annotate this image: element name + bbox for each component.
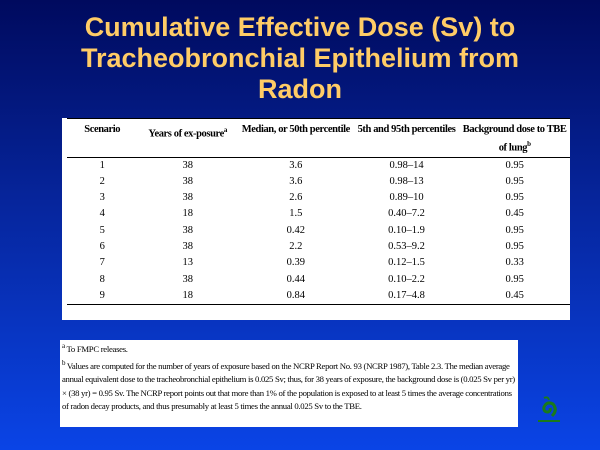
footnote-marker: a xyxy=(62,342,65,350)
table-row: 4 18 1.5 0.40–7.2 0.45 xyxy=(67,206,570,222)
table-cell: 0.95 xyxy=(505,192,524,204)
table-cell: 2.2 xyxy=(289,240,303,252)
table-cell: 5 xyxy=(99,224,105,236)
column-header: Median, or 50th percentile xyxy=(238,118,354,158)
footnote: b Values are computed for the number of … xyxy=(62,357,516,413)
table-cell: 7 xyxy=(99,257,105,269)
table-cell: 18 xyxy=(137,287,238,306)
header-label: Years of ex-posure xyxy=(148,128,224,140)
table-cell: 1.5 xyxy=(289,208,303,220)
column-header: Scenario xyxy=(67,118,138,158)
table-cell: 38 xyxy=(182,273,193,285)
table-cell: 38 xyxy=(182,224,193,236)
table-cell: 0.45 xyxy=(505,208,524,220)
table-cell: 0.98–14 xyxy=(389,159,424,171)
table-cell: 0.53–9.2 xyxy=(388,240,425,252)
table-cell: 38 xyxy=(182,240,193,252)
table-cell: 0.42 xyxy=(286,224,306,236)
header-label: Background dose to TBE of lung xyxy=(462,124,567,154)
table-cell: 2 xyxy=(99,175,105,187)
table-cell: 0.45 xyxy=(459,287,570,306)
table-row: 6 38 2.2 0.53–9.2 0.95 xyxy=(67,239,570,255)
table-cell: 0.95 xyxy=(505,240,524,252)
column-header: Background dose to TBE of lungb xyxy=(459,118,570,158)
table-cell: 0.33 xyxy=(505,257,524,269)
table-cell: 3.6 xyxy=(289,159,303,171)
table-row: 1 38 3.6 0.98–14 0.95 xyxy=(67,157,570,174)
table-cell: 0.89–10 xyxy=(389,192,424,204)
footnote-marker: b xyxy=(527,140,531,148)
footnote-marker: a xyxy=(223,126,228,134)
table-row: 2 38 3.6 0.98–13 0.95 xyxy=(67,174,570,190)
table-row: 7 13 0.39 0.12–1.5 0.33 xyxy=(67,255,570,271)
table-cell: 0.10–2.2 xyxy=(388,273,425,285)
table-cell: 0.40–7.2 xyxy=(388,208,425,220)
table-cell: 0.84 xyxy=(238,287,354,306)
table-row: 3 38 2.6 0.89–10 0.95 xyxy=(67,190,570,206)
column-header: 5th and 95th percentiles xyxy=(353,118,460,158)
header-label: Scenario xyxy=(84,124,121,135)
header-label: Median, or 50th percentile xyxy=(241,124,351,135)
footnote-text: To FMPC releases. xyxy=(66,343,128,354)
title-line: Radon xyxy=(258,74,342,104)
table-cell: 3.6 xyxy=(289,175,303,187)
table-cell: 3 xyxy=(99,192,105,204)
table-row: 9 18 0.84 0.17–4.8 0.45 xyxy=(67,287,570,306)
footnotes-panel: a To FMPC releases. b Values are computed… xyxy=(60,340,518,427)
dose-table: Scenario Years of ex-posurea Median, or 50… xyxy=(67,118,570,306)
table-cell: 38 xyxy=(182,192,193,204)
dose-table-panel: Scenario Years of ex-posurea Median, or 50… xyxy=(62,118,570,320)
table-cell: 4 xyxy=(99,208,105,220)
table-cell: 0.95 xyxy=(505,175,524,187)
table-cell: 9 xyxy=(67,287,138,306)
footnote-text: Values are computed for the number of ye… xyxy=(62,361,515,411)
table-cell: 38 xyxy=(182,175,193,187)
table-cell: 2.6 xyxy=(289,192,303,204)
table-row: 5 38 0.42 0.10–1.9 0.95 xyxy=(67,223,570,239)
header-label: 5th and 95th percentiles xyxy=(357,124,456,135)
table-cell: 0.95 xyxy=(505,224,524,236)
table-cell: 0.12–1.5 xyxy=(388,257,425,269)
table-cell: 0.17–4.8 xyxy=(353,287,460,306)
table-cell: 1 xyxy=(99,159,105,171)
table-cell: 0.95 xyxy=(505,159,524,171)
table-cell: 8 xyxy=(99,273,105,285)
slide-title: Cumulative Effective Dose (Sv) to Trache… xyxy=(0,12,600,105)
footnote: a To FMPC releases. xyxy=(62,340,516,356)
footnote-marker: b xyxy=(62,359,66,368)
table-cell: 0.95 xyxy=(505,273,524,285)
table-row: 8 38 0.44 0.10–2.2 0.95 xyxy=(67,272,570,288)
title-line: Tracheobronchial Epithelium from xyxy=(80,43,520,73)
table-cell: 6 xyxy=(99,240,105,252)
table-cell: 18 xyxy=(182,208,193,220)
column-header: Years of ex-posurea xyxy=(137,118,238,158)
table-cell: 0.10–1.9 xyxy=(388,224,425,236)
table-cell: 13 xyxy=(182,257,193,269)
table-cell: 0.39 xyxy=(286,257,306,269)
table-cell: 38 xyxy=(182,159,193,171)
table-cell: 0.98–13 xyxy=(389,175,424,187)
green-swirl-logo-icon xyxy=(538,396,560,422)
table-cell: 0.44 xyxy=(286,273,306,285)
title-line: Cumulative Effective Dose (Sv) to xyxy=(84,12,516,42)
